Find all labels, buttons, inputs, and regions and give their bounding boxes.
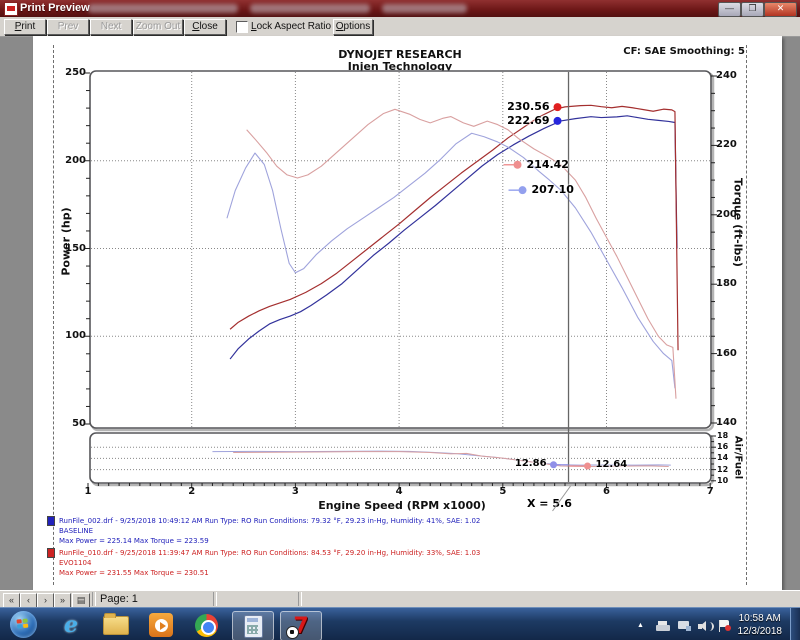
taskbar-item-media-player[interactable] (146, 613, 176, 637)
report-facility: Injen Technology (347, 60, 453, 73)
windows-flag-icon (16, 618, 29, 630)
tray-expand-icon[interactable]: ▲ (637, 622, 644, 629)
window-title: Print Preview (20, 2, 90, 14)
legend-max-torque: Max Torque = 230.51 (308, 92, 385, 114)
redacted-title-text (382, 4, 467, 13)
clock-date: 12/3/2018 (737, 626, 783, 637)
prev-page-button[interactable]: ‹ (20, 593, 37, 608)
taskbar-item-internet-explorer[interactable]: e (56, 612, 86, 638)
legend-color-chip (97, 94, 107, 104)
internet-explorer-icon: e (64, 612, 78, 638)
separator (92, 592, 96, 606)
legend-file: RunFile_010.drf Max Power = 231.55 (108, 92, 316, 103)
legend-row: RunFile_002.drf Max Power = 225.14 Max To… (92, 79, 412, 101)
media-player-icon (149, 613, 173, 637)
taskbar-item-calculator[interactable] (232, 611, 274, 640)
close-button[interactable]: ✕ (764, 2, 797, 17)
redacted-title-text (88, 4, 238, 13)
cursor-x-label: X = 5.6 (527, 497, 572, 510)
correction-factor: CF: SAE Smoothing: 5 (623, 46, 745, 57)
minimize-button[interactable]: — (718, 2, 741, 17)
page-margin-right (746, 45, 747, 585)
torque-axis-title: Torque (ft-lbs) (731, 178, 745, 267)
prev-button[interactable]: Prev (47, 19, 89, 35)
status-bar: «‹ ›» ▤ Page: 1 (0, 590, 800, 608)
page-margin-left (53, 45, 54, 585)
show-desktop-button[interactable] (790, 608, 800, 640)
redacted-title-text (250, 4, 370, 13)
airfuel-axis-title: Air/Fuel (732, 435, 744, 480)
separator (298, 592, 302, 606)
next-page-button[interactable]: › (37, 593, 54, 608)
start-button[interactable] (10, 611, 37, 638)
title-bar: Print Preview — ❐ ✕ (0, 0, 800, 17)
page-indicator: Page: 1 (100, 593, 138, 605)
toolbar: Print Prev Next Zoom Out Close Lock Aspe… (0, 17, 800, 37)
print-button[interactable]: Print (4, 19, 46, 35)
clock-time: 10:58 AM (738, 613, 781, 624)
taskbar-item-windows-explorer[interactable] (101, 612, 131, 637)
first-page-button[interactable]: « (3, 593, 20, 608)
x-axis-title: Engine Speed (RPM x1000) (318, 499, 486, 512)
chart-legend: RunFile_002.drf Max Power = 225.14 Max To… (91, 77, 413, 114)
maximize-button[interactable]: ❐ (741, 2, 764, 17)
close-preview-button[interactable]: Close (184, 19, 226, 35)
separator (213, 592, 217, 606)
taskbar-item-chrome[interactable] (191, 613, 221, 637)
chrome-icon (194, 613, 218, 637)
zoom-out-button[interactable]: Zoom Out (133, 19, 183, 35)
app-icon (4, 2, 18, 16)
last-page-button[interactable]: » (54, 593, 71, 608)
clock[interactable]: 10:58 AM 12/3/2018 (738, 612, 783, 638)
options-button[interactable]: Options (333, 19, 373, 35)
next-button[interactable]: Next (90, 19, 132, 35)
legend-row: RunFile_010.drf Max Power = 231.55 Max To… (92, 92, 412, 114)
calculator-icon (243, 614, 263, 638)
taskbar-item-dynojet-winpep[interactable]: 7 (280, 611, 322, 640)
lock-aspect-ratio-label: Lock Aspect Ratio (251, 21, 332, 32)
print-page-button[interactable]: ▤ (72, 593, 90, 608)
lock-aspect-ratio-checkbox[interactable] (236, 21, 248, 33)
legend-color-chip (97, 81, 107, 91)
power-axis-title: Power (hp) (59, 207, 73, 276)
legend-file: RunFile_002.drf Max Power = 225.14 (108, 79, 316, 90)
report-company: DYNOJET RESEARCH (338, 48, 462, 61)
dynojet-app-icon: 7 (286, 614, 309, 639)
taskbar: e 7 ▲ 10:58 AM 12/3/2018 (0, 607, 800, 640)
folder-icon (103, 612, 129, 635)
